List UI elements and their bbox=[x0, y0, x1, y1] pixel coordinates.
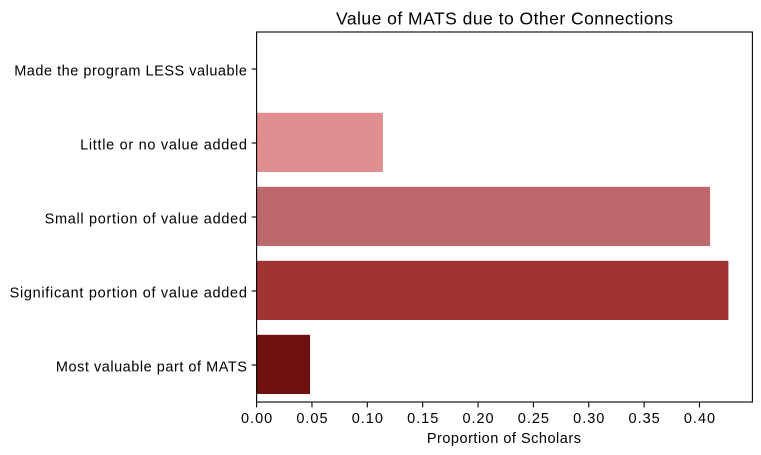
svg-text:0.20: 0.20 bbox=[462, 411, 493, 427]
svg-text:0.15: 0.15 bbox=[407, 411, 438, 427]
svg-text:Little or no value added: Little or no value added bbox=[80, 137, 247, 153]
svg-text:0.30: 0.30 bbox=[573, 411, 604, 427]
svg-text:0.10: 0.10 bbox=[352, 411, 383, 427]
svg-text:0.00: 0.00 bbox=[241, 411, 272, 427]
svg-text:Most valuable part of MATS: Most valuable part of MATS bbox=[56, 359, 247, 375]
svg-text:Proportion of Scholars: Proportion of Scholars bbox=[427, 431, 581, 447]
svg-text:Significant portion of value a: Significant portion of value added bbox=[10, 285, 247, 301]
svg-text:0.25: 0.25 bbox=[518, 411, 549, 427]
svg-text:0.05: 0.05 bbox=[296, 411, 327, 427]
svg-text:Made the program LESS valuable: Made the program LESS valuable bbox=[14, 63, 247, 79]
svg-text:Small portion of value added: Small portion of value added bbox=[45, 211, 247, 227]
svg-text:0.40: 0.40 bbox=[684, 411, 715, 427]
svg-text:0.35: 0.35 bbox=[629, 411, 660, 427]
svg-text:Value of MATS due to Other Con: Value of MATS due to Other Connections bbox=[336, 8, 673, 28]
